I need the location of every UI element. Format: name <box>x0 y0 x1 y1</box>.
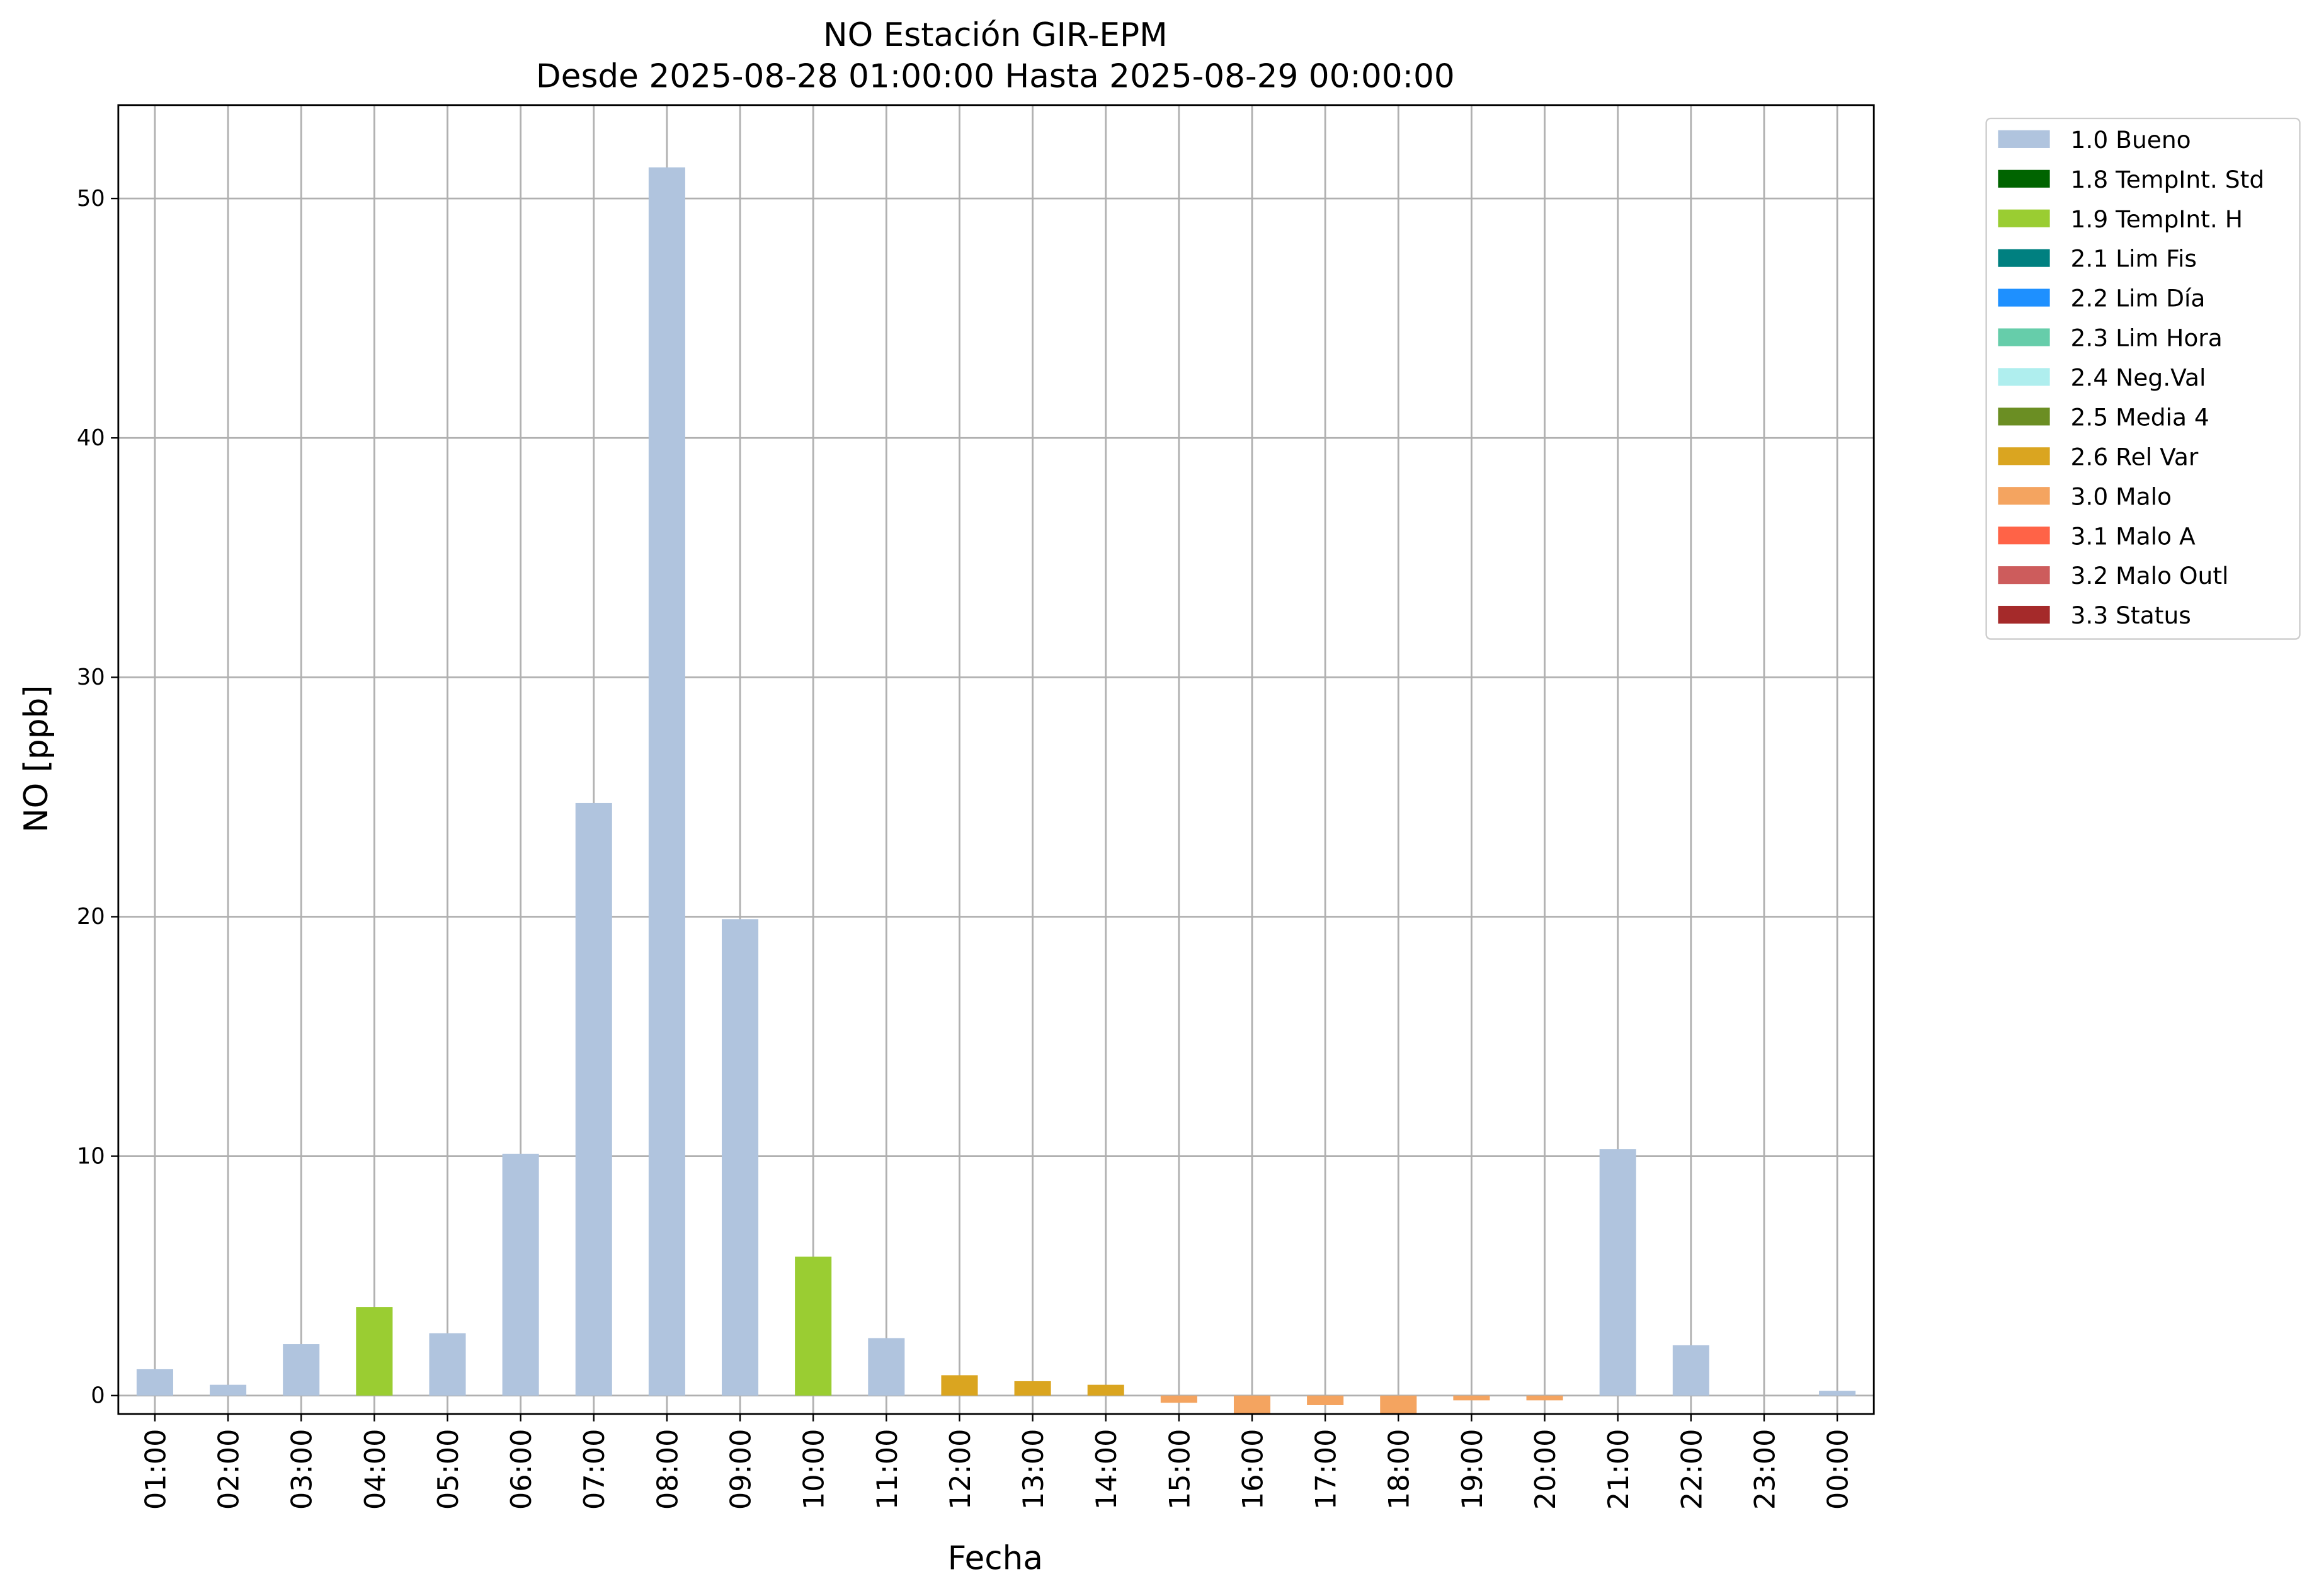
x-tick-label: 11:00 <box>871 1429 904 1510</box>
bar <box>1526 1395 1563 1401</box>
bars <box>136 167 1856 1414</box>
legend-label: 2.5 Media 4 <box>2071 403 2209 431</box>
bar <box>1014 1381 1051 1396</box>
y-tick-label: 0 <box>91 1383 105 1409</box>
x-tick-label: 22:00 <box>1675 1429 1708 1510</box>
x-tick-label: 03:00 <box>286 1429 319 1510</box>
bar <box>868 1338 905 1396</box>
legend-label: 3.3 Status <box>2071 601 2191 629</box>
bar <box>648 167 685 1396</box>
chart-subtitle: Desde 2025-08-28 01:00:00 Hasta 2025-08-… <box>536 58 1455 96</box>
legend-swatch <box>1998 527 2050 545</box>
legend-swatch <box>1998 328 2050 346</box>
legend-swatch <box>1998 249 2050 267</box>
legend-swatch <box>1998 368 2050 386</box>
bar <box>722 919 759 1396</box>
legend-label: 1.0 Bueno <box>2071 126 2191 154</box>
bar <box>1307 1395 1344 1405</box>
legend-label: 1.8 TempInt. Std <box>2071 166 2265 193</box>
bar <box>429 1333 466 1396</box>
legend-label: 2.1 Lim Fis <box>2071 245 2197 273</box>
ticks: 0 10 20 30 40 50 01:00 02:00 03:00 04:00 05:00 06:0… <box>77 186 1855 1510</box>
x-tick-label: 00:00 <box>1822 1429 1855 1510</box>
legend-swatch <box>1998 288 2050 307</box>
legend-swatch <box>1998 447 2050 465</box>
bar <box>283 1344 320 1396</box>
bar <box>1672 1345 1709 1396</box>
x-tick-label: 04:00 <box>359 1429 392 1510</box>
bar <box>941 1375 978 1396</box>
bar <box>795 1257 832 1396</box>
bar <box>1233 1395 1271 1414</box>
x-tick-label: 20:00 <box>1529 1429 1562 1510</box>
chart-title: NO Estación GIR-EPM <box>823 16 1168 54</box>
y-axis-label: NO [ppb] <box>18 685 55 833</box>
legend-label: 3.1 Malo A <box>2071 522 2196 550</box>
legend-label: 3.2 Malo Outl <box>2071 562 2229 590</box>
bar <box>1453 1395 1490 1401</box>
legend-label: 2.2 Lim Día <box>2071 285 2206 312</box>
bar <box>356 1307 393 1396</box>
x-tick-label: 08:00 <box>651 1429 684 1510</box>
bar <box>136 1369 173 1396</box>
bar <box>210 1384 247 1396</box>
legend-box <box>1985 117 2301 640</box>
legend-label: 2.6 Rel Var <box>2071 443 2199 470</box>
x-tick-label: 01:00 <box>139 1429 172 1510</box>
y-tick-label: 40 <box>77 425 105 451</box>
y-tick-label: 20 <box>77 904 105 930</box>
legend: 1.0 Bueno 1.8 TempInt. Std 1.9 TempInt. H 2… <box>1985 117 2301 640</box>
x-tick-label: 16:00 <box>1236 1429 1269 1510</box>
bar <box>1380 1395 1417 1414</box>
legend-swatch <box>1998 169 2050 188</box>
bar <box>575 802 612 1396</box>
x-tick-label: 12:00 <box>944 1429 977 1510</box>
bar <box>1160 1395 1197 1403</box>
bar <box>1599 1149 1636 1396</box>
x-tick-label: 07:00 <box>578 1429 611 1510</box>
x-axis-label: Fecha <box>948 1540 1043 1578</box>
x-tick-label: 05:00 <box>432 1429 465 1510</box>
legend-label: 2.3 Lim Hora <box>2071 324 2223 352</box>
y-tick-label: 30 <box>77 664 105 690</box>
legend-swatch <box>1998 605 2050 624</box>
x-tick-label: 09:00 <box>724 1429 757 1510</box>
x-tick-label: 21:00 <box>1602 1429 1635 1510</box>
x-tick-label: 17:00 <box>1310 1429 1343 1510</box>
legend-swatch <box>1998 487 2050 505</box>
x-tick-label: 06:00 <box>505 1429 538 1510</box>
legend-swatch <box>1998 130 2050 148</box>
x-tick-label: 18:00 <box>1383 1429 1416 1510</box>
y-tick-label: 50 <box>77 186 105 212</box>
x-tick-label: 15:00 <box>1163 1429 1196 1510</box>
legend-swatch <box>1998 209 2050 227</box>
legend-swatch <box>1998 566 2050 584</box>
legend-label: 1.9 TempInt. H <box>2071 205 2243 233</box>
x-tick-label: 02:00 <box>213 1429 246 1510</box>
bar <box>1819 1391 1856 1396</box>
x-tick-label: 13:00 <box>1017 1429 1050 1510</box>
x-tick-label: 19:00 <box>1456 1429 1489 1510</box>
bar <box>502 1153 539 1396</box>
legend-label: 3.0 Malo <box>2071 482 2172 510</box>
legend-label: 2.4 Neg.Val <box>2071 364 2206 392</box>
x-tick-label: 14:00 <box>1090 1429 1123 1510</box>
bar <box>1087 1384 1124 1396</box>
y-tick-label: 10 <box>77 1143 105 1169</box>
x-tick-label: 10:00 <box>798 1429 831 1510</box>
x-tick-label: 23:00 <box>1748 1429 1781 1510</box>
plot-frame <box>117 104 1875 1415</box>
legend-swatch <box>1998 408 2050 426</box>
